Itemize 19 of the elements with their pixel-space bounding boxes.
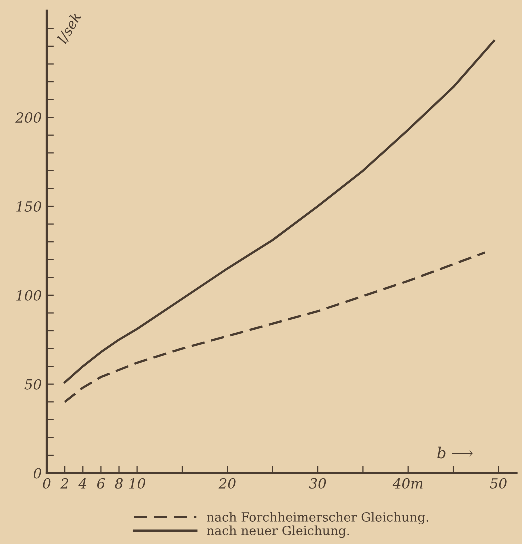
y-tick-label: 50 bbox=[24, 379, 42, 390]
x-tick-label: 50 bbox=[490, 478, 507, 489]
y-tick-label: 0 bbox=[34, 468, 42, 479]
x-tick-label: 8 bbox=[115, 478, 123, 489]
x-tick-label: 6 bbox=[97, 478, 106, 489]
x-tick-label: 2 bbox=[60, 478, 68, 489]
x-tick-label: 40m bbox=[392, 478, 423, 489]
y-tick-label: 100 bbox=[16, 290, 42, 301]
annotation: b ⟶ bbox=[438, 446, 473, 459]
x-tick-label: 20 bbox=[218, 478, 236, 489]
legend-label: nach Forchheimerscher Gleichung. bbox=[207, 512, 428, 525]
x-tick-label: 30 bbox=[309, 478, 326, 489]
x-tick-label: 0 bbox=[43, 478, 51, 489]
y-tick-label: 200 bbox=[16, 112, 42, 124]
y-tick-label: 150 bbox=[16, 201, 42, 212]
x-tick-label: 4 bbox=[78, 478, 87, 489]
legend-label: nach neuer Gleichung. bbox=[207, 526, 350, 538]
line-series bbox=[64, 252, 486, 404]
x-tick-label: 10 bbox=[129, 478, 146, 489]
